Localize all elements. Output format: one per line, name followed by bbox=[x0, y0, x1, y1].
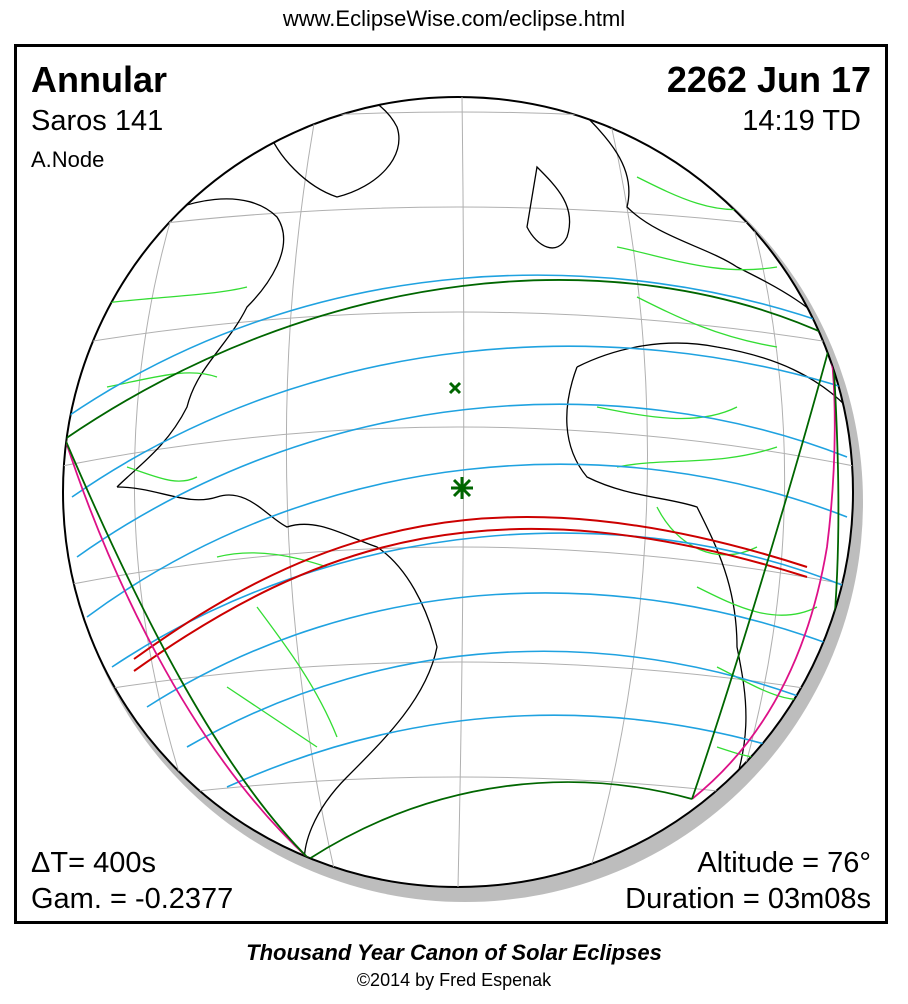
node-label: A.Node bbox=[31, 147, 105, 172]
canon-title: Thousand Year Canon of Solar Eclipses bbox=[246, 940, 662, 965]
eclipse-globe-map bbox=[62, 96, 863, 902]
sun-altitude: Altitude = 76° bbox=[697, 847, 871, 879]
source-url[interactable]: www.EclipseWise.com/eclipse.html bbox=[282, 6, 626, 31]
central-path bbox=[133, 516, 808, 672]
penumbral-limits bbox=[64, 279, 840, 860]
sub-solar-x-marker bbox=[448, 381, 462, 395]
eclipse-type: Annular bbox=[31, 59, 168, 100]
delta-t: ΔT= 400s bbox=[31, 847, 156, 879]
eclipse-time: 14:19 TD bbox=[742, 105, 861, 137]
eclipse-duration: Duration = 03m08s bbox=[625, 883, 871, 915]
greatest-eclipse-star bbox=[451, 477, 473, 499]
copyright: ©2014 by Fred Espenak bbox=[356, 970, 552, 990]
coastlines bbox=[116, 97, 848, 878]
saros-number: Saros 141 bbox=[31, 105, 164, 137]
eclipse-contours bbox=[66, 274, 848, 788]
gamma-value: Gam. = -0.2377 bbox=[31, 883, 234, 915]
eclipse-map-panel: Annular 2262 Jun 17 Saros 141 14:19 TD A… bbox=[14, 44, 888, 924]
eclipse-date: 2262 Jun 17 bbox=[666, 59, 871, 100]
rise-set-curves bbox=[64, 336, 836, 860]
